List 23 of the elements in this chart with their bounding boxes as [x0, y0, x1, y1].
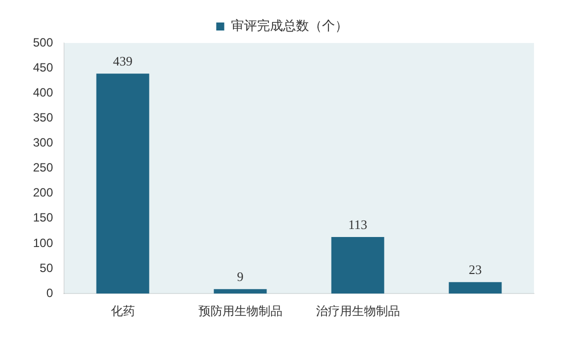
y-tick-label: 150	[32, 210, 54, 225]
x-tick-label: 治疗用生物制品	[316, 304, 400, 318]
bar	[214, 289, 267, 294]
data-label: 439	[113, 53, 133, 68]
bar	[331, 236, 384, 294]
y-tick-label: 300	[32, 136, 54, 150]
data-label: 23	[468, 262, 482, 277]
y-tick-label: 450	[32, 60, 54, 74]
y-tick-label: 0	[46, 286, 54, 300]
y-tick-label: 500	[32, 35, 54, 50]
y-tick-label: 50	[40, 260, 54, 275]
x-tick-label: 预防用生物制品	[198, 304, 282, 318]
data-label: 9	[237, 269, 244, 284]
data-label: 113	[348, 216, 368, 232]
y-tick-label: 100	[32, 236, 54, 250]
y-tick-label: 400	[32, 85, 54, 100]
y-tick-label: 250	[32, 160, 54, 175]
bar	[448, 282, 502, 294]
bar	[96, 74, 150, 294]
y-tick-label: 200	[32, 186, 54, 200]
legend-label: 审评完成总数（个）	[230, 18, 348, 34]
x-tick-label: 化药	[110, 304, 135, 318]
y-tick-label: 350	[32, 110, 54, 124]
